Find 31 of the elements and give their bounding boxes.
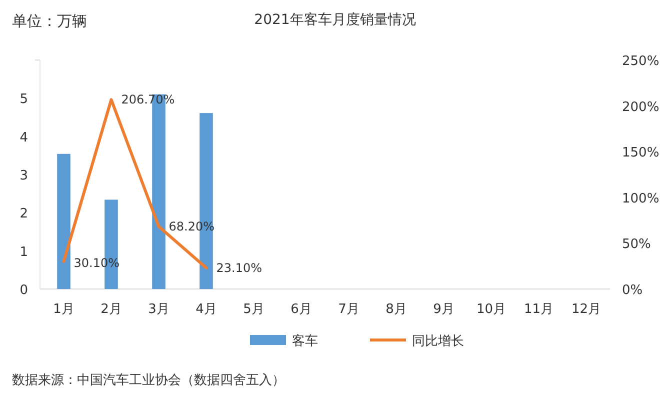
- data-label: 23.10%: [216, 260, 262, 275]
- text: 单位：万辆: [12, 12, 87, 30]
- legend-label: 同比增长: [412, 334, 464, 349]
- source-note: 数据来源：中国汽车工业协会（数据四舍五入）: [12, 373, 285, 388]
- y2-tick-label: 0%: [622, 283, 643, 298]
- y-tick-label: 1: [20, 244, 28, 260]
- y-tick-label: 5: [20, 92, 28, 108]
- x-tick-label: 9月: [433, 302, 454, 317]
- x-tick-label: 11月: [524, 302, 554, 317]
- y2-tick-label: 50%: [622, 237, 651, 252]
- x-tick-label: 5月: [243, 302, 264, 317]
- legend-label: 客车: [292, 333, 318, 349]
- y-tick-label: 0: [20, 283, 28, 298]
- x-tick-label: 10月: [476, 302, 506, 317]
- chart-title: 2021年客车月度销量情况: [254, 12, 416, 28]
- x-tick-label: 4月: [196, 302, 217, 317]
- y2-tick-label: 200%: [622, 100, 660, 115]
- x-tick-label: 6月: [290, 302, 312, 317]
- bar: [57, 154, 70, 289]
- y-tick-label: 4: [20, 130, 28, 146]
- x-tick-label: 3月: [148, 302, 170, 317]
- x-tick-label: 2月: [100, 302, 122, 317]
- y2-tick-label: 100%: [622, 191, 660, 206]
- x-tick-label: 8月: [386, 302, 407, 317]
- x-tick-label: 12月: [571, 302, 602, 317]
- x-tick-label: 1月: [53, 302, 74, 317]
- y-tick-label: 2: [20, 206, 28, 222]
- y2-tick-label: 250%: [622, 54, 660, 69]
- x-tick-label: 7月: [338, 302, 360, 317]
- y-tick-label: 3: [20, 168, 28, 184]
- y2-tick-label: 150%: [622, 146, 660, 161]
